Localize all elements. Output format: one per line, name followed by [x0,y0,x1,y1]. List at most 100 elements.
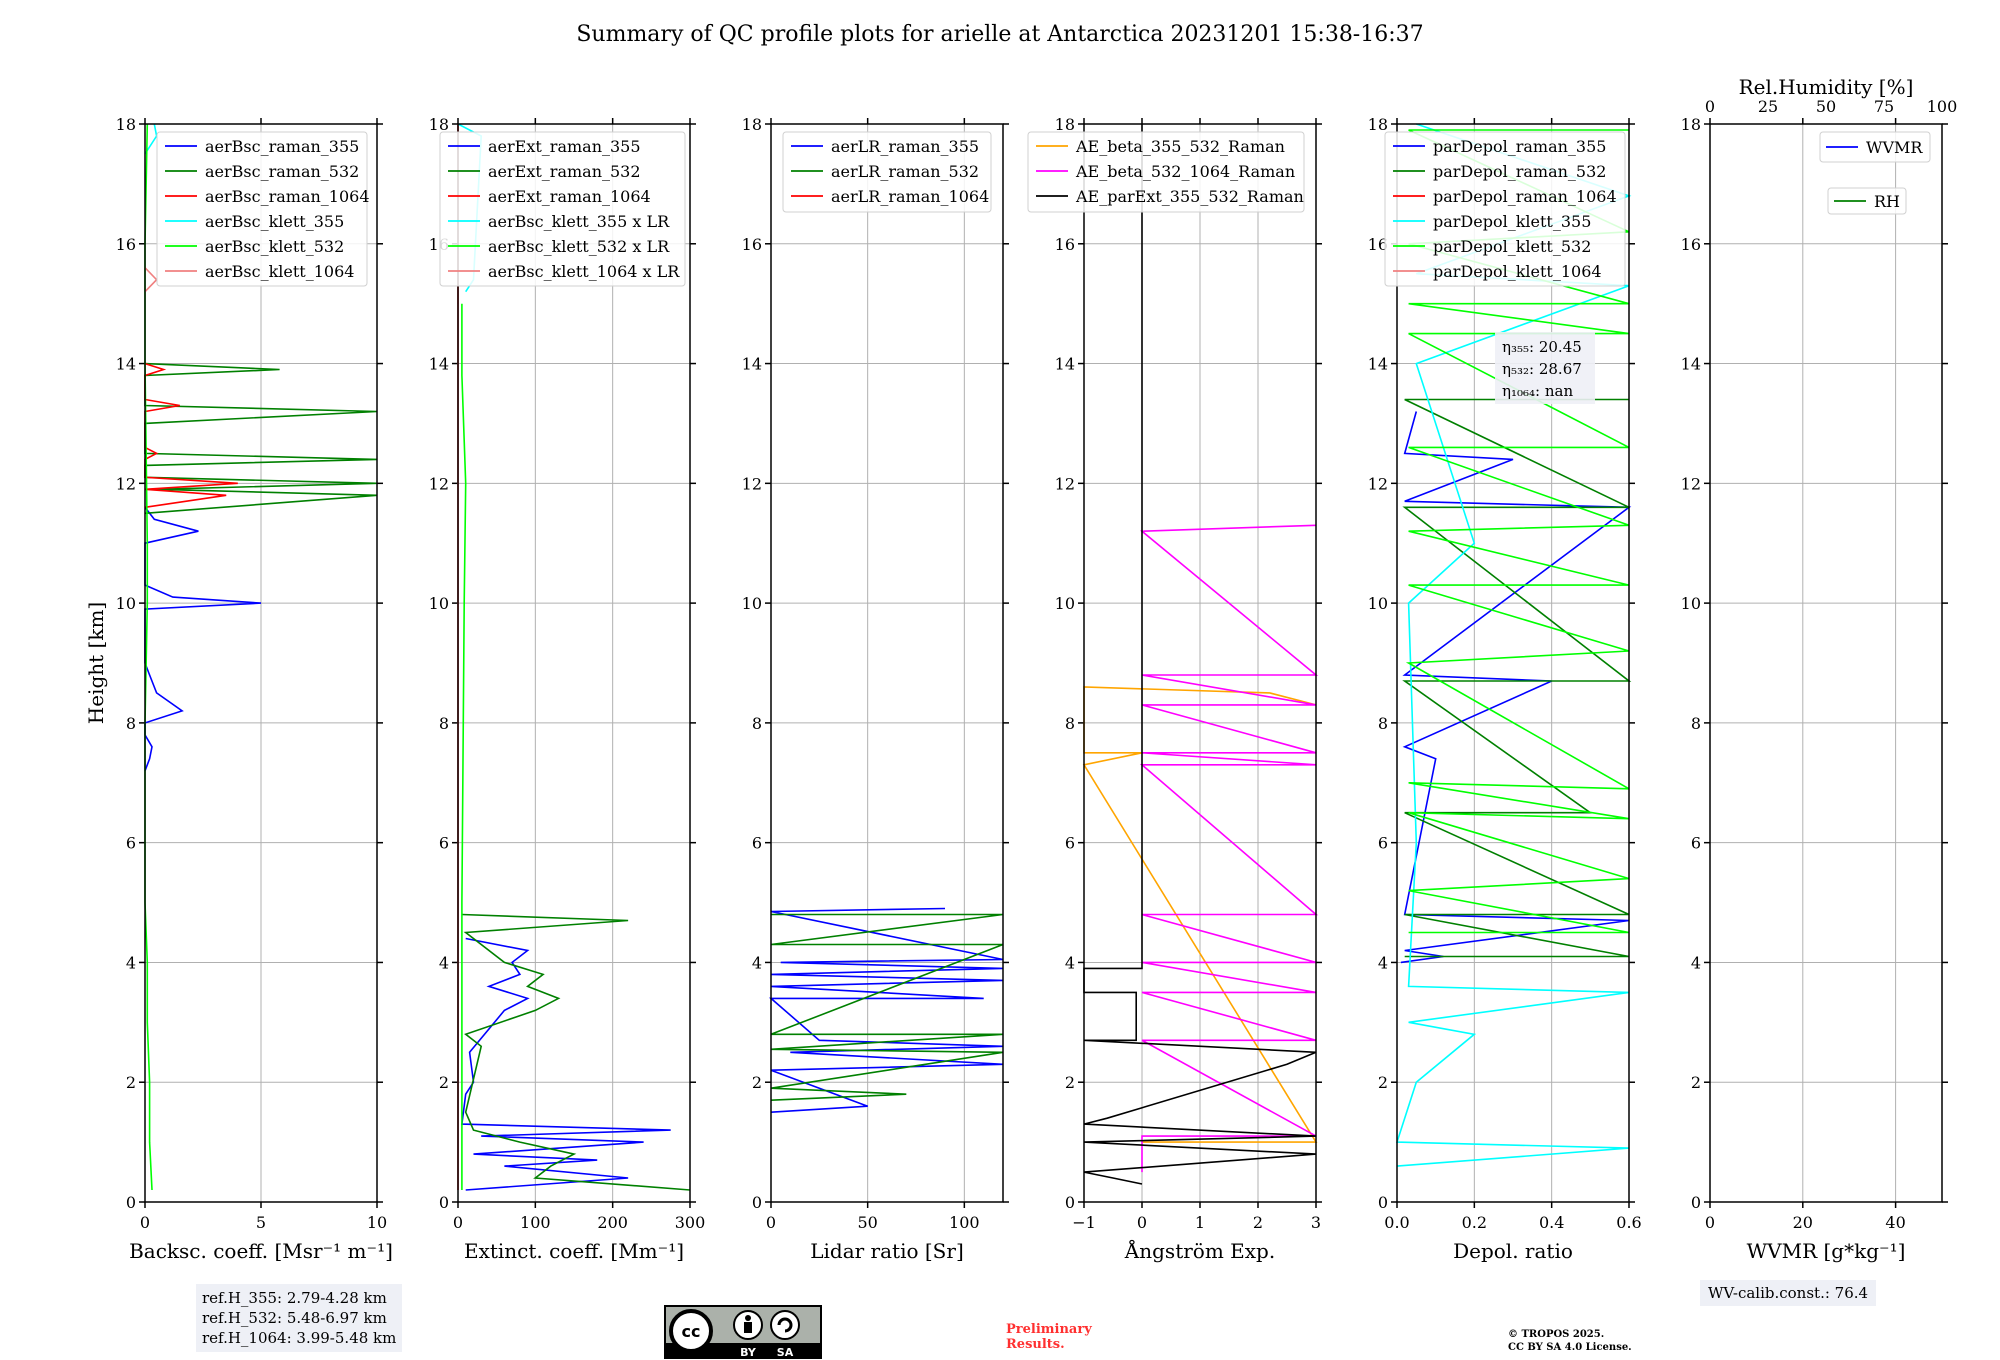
tick-label-y: 8 [439,714,449,733]
series-aerbsc-raman-1064 [144,362,238,509]
by-person-body [744,1322,752,1333]
tick-label-x: 40 [1885,1213,1905,1232]
xlabel: Backsc. coeff. [Msr⁻¹ m⁻¹] [129,1239,393,1263]
legend: aerBsc_raman_355 aerBsc_raman_532 aerBsc_r… [156,131,370,287]
by-person-head [745,1315,751,1321]
tick-label-y: 8 [1065,714,1075,733]
tick-label-y: 4 [126,953,136,972]
tick-label-y: 10 [1681,594,1701,613]
legend-label: aerBsc_raman_1064 [205,187,370,206]
tick-label-y: 16 [742,235,762,254]
copyright-line-2: CC BY SA 4.0 License. [1508,1342,1632,1353]
tick-label-y: 0 [126,1193,136,1212]
by-label: BY [740,1346,757,1359]
tick-label-x: 0.6 [1616,1213,1641,1232]
preliminary-line-1: Preliminary [1006,1322,1092,1337]
legend-label: aerExt_raman_355 [488,137,641,156]
series-pardepol-klett-532 [1405,129,1630,934]
legend-box [782,131,992,213]
legend-label: aerBsc_klett_1064 [205,262,354,281]
tick-label-y: 2 [1691,1073,1701,1092]
series-aerlr-raman-355 [768,907,1004,1113]
legend-label: WVMR [1866,138,1923,157]
series-aerlr-raman-532 [770,913,1004,1101]
tick-label-y: 6 [1691,834,1701,853]
legend-label: aerLR_raman_355 [831,137,979,156]
tick-label-y: 12 [1681,474,1701,493]
tick-label-y: 10 [1368,594,1388,613]
legend-box [156,131,368,287]
tick-label-x: 0.0 [1384,1213,1409,1232]
tick-label-x: 20 [1793,1213,1813,1232]
xlabel: Extinct. coeff. [Mm⁻¹] [464,1239,684,1263]
copyright-line-1: © TROPOS 2025. [1508,1329,1605,1340]
legend: parDepol_raman_355 parDepol_raman_532 parD… [1384,131,1626,287]
xlabel: Ångström Exp. [1124,1238,1275,1263]
sa-label: SA [777,1346,794,1359]
tick-label-y: 18 [1681,115,1701,134]
panel-5: 0.0 0.2 0.4 0.6 0 2 4 6 8 10 12 14 16 18 Depol. ratio p… [1368,115,1642,1263]
tick-label-y: 8 [126,714,136,733]
tick-label-x2: 75 [1874,97,1894,116]
figure-title: Summary of QC profile plots for arielle … [576,22,1424,47]
tick-label-x: 10 [367,1213,387,1232]
tick-label-y: 0 [1378,1193,1388,1212]
tick-label-y: 0 [1065,1193,1075,1212]
tick-label-x: 0 [766,1213,776,1232]
tick-label-x2: 0 [1705,97,1715,116]
tick-label-y: 6 [1065,834,1075,853]
sa-arrow-path [777,1317,793,1333]
legend-box [439,131,686,287]
tick-label-x: 3 [1311,1213,1321,1232]
tick-label-y: 4 [1378,953,1388,972]
tick-label-x: 300 [675,1213,706,1232]
tick-label-y: 8 [752,714,762,733]
legend-label: AE_parExt_355_532_Raman [1075,187,1304,206]
legend-label: parDepol_klett_532 [1433,237,1591,256]
preliminary-note: Preliminary Results. [1006,1322,1092,1352]
tick-label-x: 1 [1195,1213,1205,1232]
ref-height-1064: ref.H_1064: 3.99-5.48 km [202,1329,397,1347]
tick-label-y: 4 [1691,953,1701,972]
tick-label-y: 14 [742,355,762,374]
series-aerbsc-klett-532 [144,123,153,1191]
ref-height-532: ref.H_532: 5.48-6.97 km [202,1309,387,1327]
eta-box [1495,332,1595,404]
tick-label-y: 4 [439,953,449,972]
tick-label-y: 2 [439,1073,449,1092]
series-pardepol-raman-355 [1400,411,1632,964]
tick-label-y: 6 [752,834,762,853]
tick-label-x: 0.4 [1539,1213,1564,1232]
legend-label: RH [1874,192,1900,211]
tick-label-y: 4 [752,953,762,972]
tick-label-x: 200 [597,1213,628,1232]
tick-label-y: 12 [742,474,762,493]
legend-label: parDepol_klett_1064 [1433,262,1602,281]
legend-label: aerLR_raman_532 [831,162,979,181]
cc-circle-icon [669,1309,713,1353]
legend-box [1384,131,1626,287]
tick-label-y: 12 [429,474,449,493]
tick-label-y: 2 [1378,1073,1388,1092]
tick-label-x: 0 [1705,1213,1715,1232]
panel-6: 0 20 40 0 2 4 6 8 10 12 14 16 18 WVMR [g*kg⁻¹] 0 25 50 75… [1681,75,1958,1263]
tick-label-y: 12 [1055,474,1075,493]
cc-license-badge-icon: cc BY SA [664,1305,822,1359]
tick-label-x: −1 [1072,1213,1096,1232]
tick-label-y: 10 [742,594,762,613]
legend-label: parDepol_raman_532 [1433,162,1606,181]
tick-label-x: 50 [857,1213,877,1232]
tick-label-y: 14 [429,355,449,374]
panel-3: 0 50 100 0 2 4 6 8 10 12 14 16 18 Lidar ratio [Sr] aer… [742,115,1009,1263]
tick-label-y: 6 [1378,834,1388,853]
legend-label: aerExt_raman_532 [488,162,641,181]
tick-label-y: 16 [1055,235,1075,254]
tick-label-y: 16 [1681,235,1701,254]
tick-label-y: 0 [439,1193,449,1212]
tick-label-y: 10 [116,594,136,613]
tick-label-y: 14 [1368,355,1388,374]
tick-label-y: 14 [116,355,136,374]
tick-label-x: 100 [949,1213,980,1232]
